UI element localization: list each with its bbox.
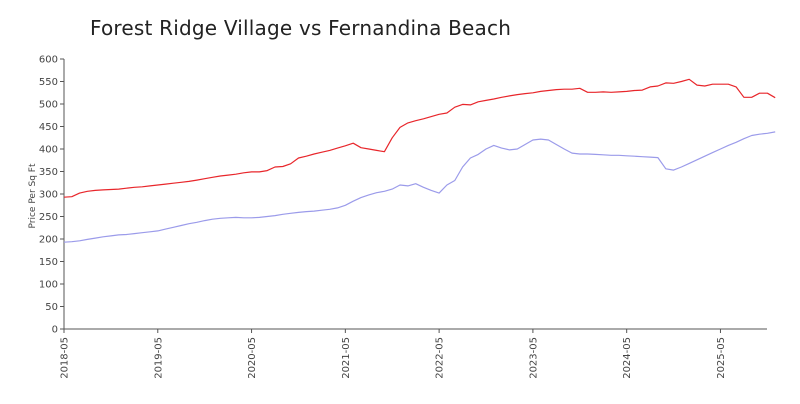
y-tick-label: 300 bbox=[39, 190, 58, 201]
x-tick-label: 2020-05 bbox=[247, 337, 258, 379]
y-axis-label: Price Per Sq Ft bbox=[28, 163, 38, 228]
y-tick-label: 200 bbox=[39, 235, 58, 246]
y-tick-label: 50 bbox=[45, 302, 58, 313]
y-tick-label: 0 bbox=[52, 325, 58, 336]
x-tick-label: 2022-05 bbox=[435, 337, 446, 379]
series-line-1 bbox=[63, 78, 776, 198]
x-tick-label: 2023-05 bbox=[528, 337, 539, 379]
series-line-2 bbox=[63, 131, 776, 243]
y-tick-label: 150 bbox=[39, 257, 58, 268]
chart-title: Forest Ridge Village vs Fernandina Beach bbox=[90, 16, 512, 40]
y-tick-label: 450 bbox=[39, 122, 58, 133]
x-tick-label: 2019-05 bbox=[153, 337, 164, 379]
y-tick-label: 350 bbox=[39, 167, 58, 178]
y-tick-label: 500 bbox=[39, 100, 58, 111]
x-tick-label: 2024-05 bbox=[622, 337, 633, 379]
y-tick-label: 250 bbox=[39, 212, 58, 223]
x-tick-label: 2021-05 bbox=[341, 337, 352, 379]
x-tick-label: 2018-05 bbox=[60, 337, 71, 379]
x-tick-label: 2025-05 bbox=[716, 337, 727, 379]
y-tick-label: 100 bbox=[39, 280, 58, 291]
y-tick-label: 600 bbox=[39, 55, 58, 66]
y-tick-label: 400 bbox=[39, 145, 58, 156]
y-tick-label: 550 bbox=[39, 77, 58, 88]
